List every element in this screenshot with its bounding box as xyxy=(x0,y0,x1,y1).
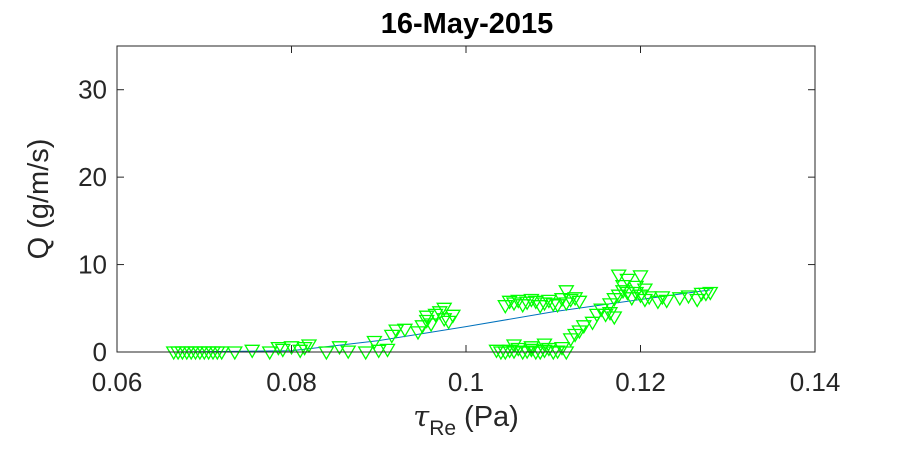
y-tick-label: 30 xyxy=(78,75,107,105)
data-point xyxy=(514,346,531,361)
data-point xyxy=(366,335,383,350)
data-point xyxy=(292,344,309,359)
data-point xyxy=(213,346,230,361)
x-axis-label-symbol: τ xyxy=(413,399,430,433)
data-point xyxy=(558,285,575,300)
data-point xyxy=(540,294,558,309)
x-tick-label: 0.14 xyxy=(790,367,841,397)
data-point xyxy=(654,291,671,306)
data-point xyxy=(497,346,514,361)
data-point xyxy=(636,283,654,298)
data-point xyxy=(388,324,405,339)
data-point xyxy=(614,285,632,300)
data-point xyxy=(318,346,335,361)
data-point xyxy=(584,316,601,331)
data-point xyxy=(396,323,414,338)
data-point xyxy=(422,318,440,333)
data-point xyxy=(553,293,571,307)
plot-area-frame xyxy=(116,45,816,353)
data-point xyxy=(261,346,278,361)
x-tick-label: 0.1 xyxy=(448,367,484,397)
x-axis-label-subscript: Re xyxy=(429,417,456,440)
y-tick-label: 20 xyxy=(78,162,107,192)
x-tick-label: 0.12 xyxy=(615,367,666,397)
chart-title: 16-May-2015 xyxy=(381,8,554,40)
y-axis-ticks: 0 10 20 30 xyxy=(78,75,815,367)
x-axis-label: τRe (Pa) xyxy=(413,399,519,440)
data-point xyxy=(532,346,549,361)
data-point xyxy=(566,292,584,307)
data-point xyxy=(689,293,706,308)
data-point xyxy=(501,295,518,310)
data-point xyxy=(702,286,719,301)
data-point xyxy=(514,299,531,314)
x-axis-label-unit: (Pa) xyxy=(464,401,519,433)
data-point xyxy=(636,293,654,308)
data-point xyxy=(536,338,553,353)
data-point xyxy=(270,341,287,356)
data-point xyxy=(370,344,387,359)
y-axis-label: Q (g/m/s) xyxy=(23,139,55,260)
data-point xyxy=(357,346,374,361)
data-point xyxy=(610,269,627,284)
data-point xyxy=(545,346,562,361)
data-point xyxy=(601,307,619,321)
data-point xyxy=(518,296,536,311)
x-axis-ticks: 0.06 0.08 0.1 0.12 0.14 xyxy=(92,46,841,397)
y-tick-label: 0 xyxy=(93,337,107,367)
data-point xyxy=(697,287,715,302)
data-point xyxy=(226,346,243,361)
data-point xyxy=(418,314,435,329)
data-point xyxy=(571,295,588,310)
data-point xyxy=(627,286,645,301)
data-point xyxy=(436,313,453,328)
data-point xyxy=(274,343,291,358)
data-point xyxy=(558,346,575,361)
data-point xyxy=(575,320,592,335)
data-point xyxy=(379,343,396,358)
data-point xyxy=(553,341,571,356)
data-point xyxy=(409,326,427,341)
data-point xyxy=(505,339,523,354)
data-point xyxy=(536,297,553,312)
y-tick-label: 10 xyxy=(78,250,107,280)
data-point xyxy=(296,341,313,356)
data-point xyxy=(532,300,549,314)
data-point xyxy=(444,309,462,324)
data-point xyxy=(536,344,553,359)
data-point xyxy=(523,341,540,356)
data-point xyxy=(300,339,318,354)
data-point xyxy=(244,344,261,359)
x-tick-label: 0.08 xyxy=(266,367,317,397)
data-point xyxy=(641,291,658,306)
data-points xyxy=(165,269,719,361)
data-point xyxy=(614,279,632,294)
data-point xyxy=(488,344,505,359)
data-point xyxy=(627,280,645,295)
x-tick-label: 0.06 xyxy=(92,367,143,397)
data-point xyxy=(549,299,566,314)
data-point xyxy=(632,270,649,285)
data-point xyxy=(418,310,435,325)
data-point xyxy=(440,315,457,330)
data-point xyxy=(671,292,688,307)
data-point xyxy=(331,341,348,356)
data-point xyxy=(606,311,623,326)
data-point xyxy=(545,298,562,313)
data-point xyxy=(436,302,453,317)
